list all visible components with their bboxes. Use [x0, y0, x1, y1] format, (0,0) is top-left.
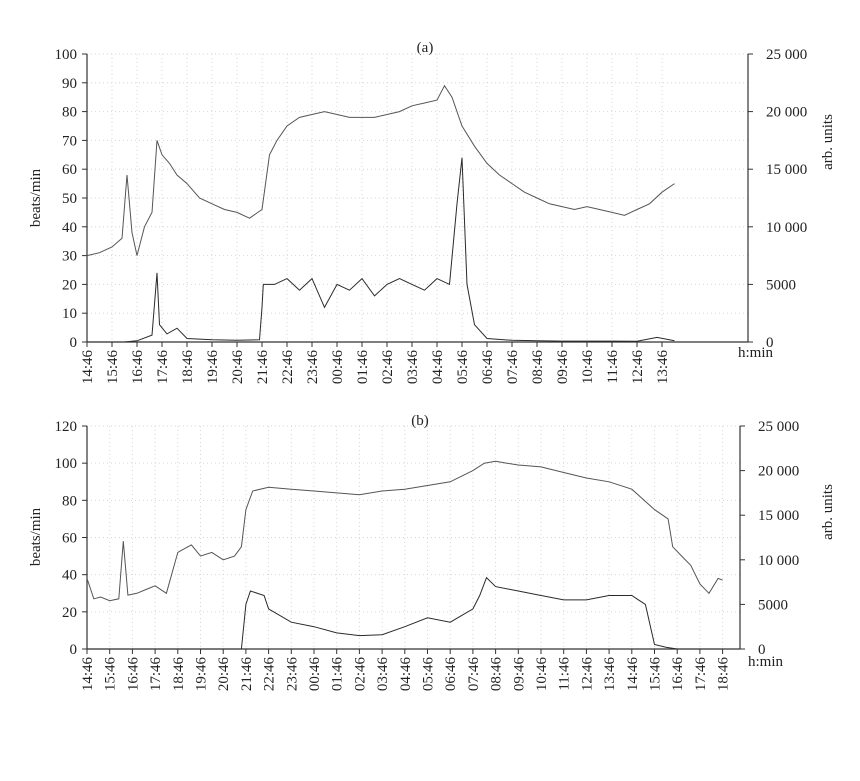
panel-b-x-tick-label: 03:46 — [375, 657, 391, 692]
panel-a-x-tick-label: 16:46 — [130, 350, 146, 385]
panel-a-x-tick-label: 03:46 — [405, 350, 421, 385]
panel-a-x-tick-label: 14:46 — [80, 350, 96, 385]
panel-b-x-tick-label: 09:46 — [511, 657, 527, 692]
panel-a: (a) beats/min arb. units h:min 0 10 20 30 40… — [28, 40, 836, 384]
panel-a-x-tick-label: 07:46 — [505, 350, 521, 385]
panel-b-y-tick-label: 120 — [55, 419, 78, 435]
panel-a-x-tick-label: 09:46 — [555, 350, 571, 385]
panel-a-y-tick-label: 40 — [62, 220, 77, 236]
panel-b-x-tick-label: 17:46 — [148, 657, 164, 692]
panel-a-y2label: arb. units — [820, 114, 836, 170]
panel-b-y2-tick-label: 25 000 — [758, 419, 799, 435]
panel-b-x-tick-label: 19:46 — [194, 657, 210, 692]
panel-b-x-tick-label: 01:46 — [330, 657, 346, 692]
panel-a-x-tick-label: 13:46 — [655, 350, 671, 385]
panel-b-x-tick-label: 11:46 — [557, 657, 573, 691]
panel-b-x-tick-label: 13:46 — [602, 657, 618, 692]
panel-a-y2-tick-label: 15 000 — [766, 162, 807, 178]
panel-b-x-tick-label: 22:46 — [262, 657, 278, 692]
panel-b-y2-tick-label: 15 000 — [758, 508, 799, 524]
panel-a-y-tick-label: 60 — [62, 162, 77, 178]
panel-b-y-tick-label: 0 — [70, 642, 78, 658]
panel-a-y2-tick-label: 10 000 — [766, 220, 807, 236]
panel-a-x-tick-label: 18:46 — [180, 350, 196, 385]
panel-b-x-tick-label: 14:46 — [625, 657, 641, 692]
panel-a-y-tick-label: 50 — [62, 191, 77, 207]
panel-b-x-tick-label: 14:46 — [80, 657, 96, 692]
panel-b-y2-tick-label: 10 000 — [758, 553, 799, 569]
panel-a-ylabel: beats/min — [28, 168, 44, 227]
panel-b-activity-line — [87, 576, 723, 650]
panel-b-x-tick-label: 12:46 — [579, 657, 595, 692]
panel-b-x-tick-label: 16:46 — [125, 657, 141, 692]
panel-b: (b) beats/min arb. units h:min 0 20 40 60 80… — [28, 413, 836, 691]
panel-a-x-tick-label: 06:46 — [480, 350, 496, 385]
panel-a-y2-tick-label: 0 — [766, 335, 774, 351]
panel-b-y2label: arb. units — [820, 484, 836, 540]
panel-b-y-tick-label: 100 — [55, 456, 78, 472]
panel-b-y-tick-label: 20 — [62, 605, 77, 621]
panel-a-x-tick-label: 10:46 — [580, 350, 596, 385]
panel-b-x-tick-label: 17:46 — [693, 657, 709, 692]
panel-a-x-tick-label: 05:46 — [455, 350, 471, 385]
panel-b-x-tick-label: 18:46 — [171, 657, 187, 692]
panel-b-x-tick-label: 05:46 — [421, 657, 437, 692]
panel-a-x-tick-label: 20:46 — [230, 350, 246, 385]
panel-b-x-tick-label: 16:46 — [670, 657, 686, 692]
panel-a-x-tick-label: 15:46 — [105, 350, 121, 385]
panel-a-y-tick-label: 20 — [62, 277, 77, 293]
panel-b-y2-tick-label: 5000 — [758, 597, 788, 613]
panel-b-ylabel: beats/min — [28, 507, 44, 566]
panel-a-y-tick-label: 30 — [62, 249, 77, 265]
panel-b-y-tick-label: 80 — [62, 493, 77, 509]
panel-a-y-tick-label: 70 — [62, 133, 77, 149]
panel-b-x-tick-label: 00:46 — [307, 657, 323, 692]
panel-b-x-tick-label: 18:46 — [716, 657, 732, 692]
panel-a-x-tick-label: 19:46 — [205, 350, 221, 385]
panel-b-x-tick-label: 10:46 — [534, 657, 550, 692]
panel-a-x-tick-label: 17:46 — [155, 350, 171, 385]
panel-b-y2-tick-label: 20 000 — [758, 464, 799, 480]
panel-b-y2-tick-label: 0 — [758, 642, 766, 658]
panel-a-x-tick-label: 08:46 — [530, 350, 546, 385]
panel-a-y2-tick-label: 5000 — [766, 277, 796, 293]
panel-b-y-tick-label: 60 — [62, 531, 77, 547]
panel-b-title: (b) — [411, 413, 429, 429]
panel-b-x-tick-label: 21:46 — [239, 657, 255, 692]
panel-a-x-tick-label: 04:46 — [430, 350, 446, 385]
panel-a-x-tick-label: 11:46 — [605, 350, 621, 384]
panel-a-heart-rate-line — [86, 84, 675, 257]
panel-b-x-tick-label: 02:46 — [352, 657, 368, 692]
panel-b-y-tick-label: 40 — [62, 568, 77, 584]
panel-b-heart-rate-line — [86, 460, 723, 602]
panel-a-x-tick-label: 21:46 — [255, 350, 271, 385]
panel-a-y-tick-label: 90 — [62, 76, 77, 92]
panel-a-title: (a) — [417, 40, 434, 56]
panel-a-y-tick-label: 100 — [55, 47, 78, 63]
panel-a-x-tick-label: 22:46 — [280, 350, 296, 385]
panel-a-x-tick-label: 12:46 — [630, 350, 646, 385]
panel-a-y-tick-label: 10 — [62, 306, 77, 322]
panel-a-y-tick-label: 0 — [70, 335, 78, 351]
panel-b-x-tick-label: 15:46 — [648, 657, 664, 692]
panel-b-x-tick-label: 08:46 — [489, 657, 505, 692]
panel-b-x-tick-label: 06:46 — [443, 657, 459, 692]
panel-a-y-tick-label: 80 — [62, 105, 77, 121]
panel-b-x-tick-label: 15:46 — [103, 657, 119, 692]
panel-a-x-tick-label: 00:46 — [330, 350, 346, 385]
panel-a-y2-tick-label: 20 000 — [766, 105, 807, 121]
panel-b-x-tick-label: 20:46 — [216, 657, 232, 692]
panel-b-x-tick-label: 04:46 — [398, 657, 414, 692]
panel-a-x-tick-label: 01:46 — [355, 350, 371, 385]
panel-a-x-tick-label: 02:46 — [380, 350, 396, 385]
panel-a-xunit: h:min — [738, 345, 774, 361]
panel-b-x-tick-label: 07:46 — [466, 657, 482, 692]
panel-a-y2-tick-label: 25 000 — [766, 47, 807, 63]
panel-a-x-tick-label: 23:46 — [305, 350, 321, 385]
panel-b-x-tick-label: 23:46 — [284, 657, 300, 692]
panel-a-activity-line — [87, 157, 675, 343]
panel-b-xunit: h:min — [748, 654, 784, 670]
